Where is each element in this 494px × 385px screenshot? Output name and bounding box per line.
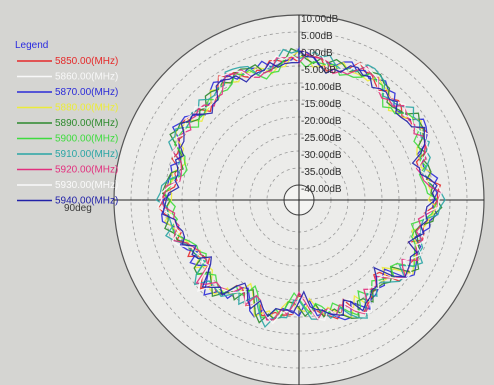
radial-tick-label: 5.00dB: [301, 31, 333, 42]
radial-tick-label: -5.00dB: [301, 65, 336, 76]
radial-tick-label: -40.00dB: [301, 184, 342, 195]
legend-label: 5900.00(MHz): [55, 134, 118, 145]
radial-tick-label: -10.00dB: [301, 82, 342, 93]
radial-tick-label: -15.00dB: [301, 99, 342, 110]
series-layer: [155, 46, 446, 329]
legend-label: 5860.00(MHz): [55, 72, 118, 83]
legend-label: 5940.00(MHz): [55, 196, 118, 207]
legend-label: 5910.00(MHz): [55, 149, 118, 160]
legend-label: 5870.00(MHz): [55, 87, 118, 98]
radial-tick-label: -20.00dB: [301, 116, 342, 127]
radial-tick-label: 10.00dB: [301, 14, 339, 25]
radial-tick-label: -25.00dB: [301, 133, 342, 144]
legend-label: 5890.00(MHz): [55, 118, 118, 129]
legend-label: 5850.00(MHz): [55, 56, 118, 67]
legend-items: 5850.00(MHz) 5860.00(MHz) 5870.00(MHz) 5880…: [17, 56, 118, 207]
legend: Legend 5850.00(MHz) 5860.00(MHz) 5870.00(M…: [15, 40, 118, 214]
series-line: [161, 46, 439, 321]
series-line: [163, 54, 440, 319]
series-line: [162, 49, 438, 318]
series-line: [157, 49, 443, 325]
legend-label: 5930.00(MHz): [55, 180, 118, 191]
radial-tick-label: -30.00dB: [301, 150, 342, 161]
series-line: [160, 53, 443, 321]
legend-label: 5920.00(MHz): [55, 165, 118, 176]
legend-title: Legend: [15, 40, 48, 51]
radial-tick-label: -35.00dB: [301, 167, 342, 178]
radial-tick-label: 0.00dB: [301, 48, 333, 59]
legend-label: 5880.00(MHz): [55, 103, 118, 114]
angle-label: 90deg: [64, 203, 92, 214]
radial-tick-labels: 10.00dB 5.00dB 0.00dB -5.00dB -10.00dB -15.00…: [301, 14, 342, 195]
